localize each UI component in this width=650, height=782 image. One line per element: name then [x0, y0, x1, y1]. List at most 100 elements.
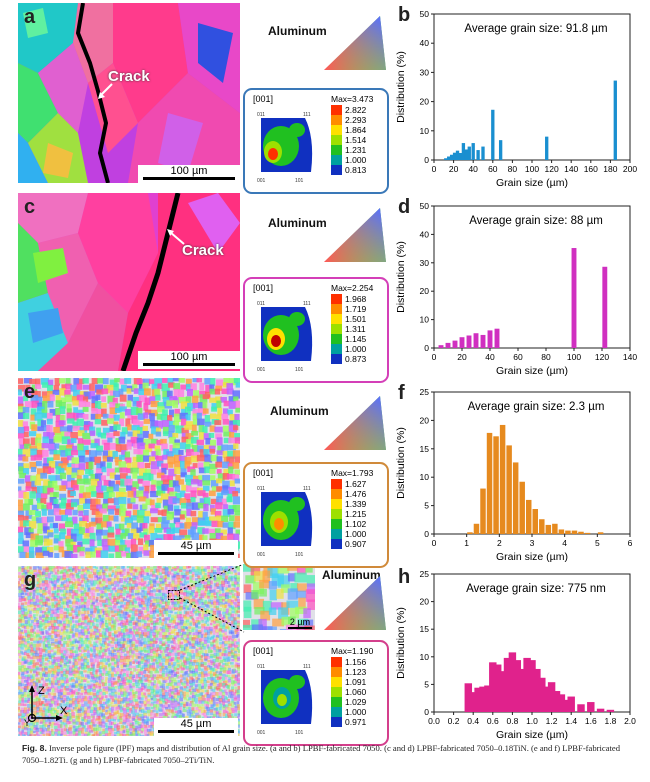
legend-level-value: 2.822 [345, 105, 367, 115]
bar [602, 266, 608, 348]
bar [499, 424, 506, 534]
legend-level-value: 1.145 [345, 334, 367, 344]
grain-size-chart-b: 0 20 40 60 80 100 120 140 160 180 200 0 10 20 30 40 50 Gr… [395, 9, 637, 189]
x-tick-label: 40 [468, 164, 478, 174]
bar [476, 150, 480, 160]
x-tick-label: 20 [449, 164, 459, 174]
x-tick-label: 2.0 [624, 716, 636, 726]
bar [447, 156, 451, 160]
average-grain-size-annotation: Average grain size: 91.8 µm [464, 23, 607, 35]
bar [558, 529, 565, 534]
legend-level-value: 1.000 [345, 529, 367, 539]
bar [479, 686, 487, 712]
x-tick-label: 180 [603, 164, 617, 174]
scale-bar-e: 45 µm [154, 540, 238, 558]
pole-figure-title: [001] [253, 94, 274, 104]
panel-label-d: d [398, 196, 411, 218]
y-tick-label: 0 [424, 707, 429, 717]
x-tick-label: 0.8 [506, 716, 518, 726]
bar [552, 523, 558, 534]
bar [571, 530, 578, 534]
legend-level-value: 1.156 [345, 657, 367, 667]
bar [489, 662, 497, 712]
bar [508, 652, 517, 712]
bar [538, 677, 546, 712]
crack-label-a: Crack [108, 68, 150, 85]
ipf-map-a [18, 3, 240, 183]
pf-corner-label: 001 [257, 367, 266, 373]
pf-corner-label: 101 [295, 730, 304, 736]
legend-level-value: 1.501 [345, 314, 367, 324]
bar [506, 445, 512, 534]
legend-level-value: 1.627 [345, 479, 367, 489]
bar [547, 682, 556, 712]
x-tick-label: 0.0 [428, 716, 440, 726]
x-tick-label: 6 [628, 538, 633, 548]
bar [493, 664, 502, 712]
pole-figure-e: [001] Max=1.793 1.627 1.476 1.339 1.215 1.102 1… [243, 462, 389, 568]
x-tick-label: 1.2 [546, 716, 558, 726]
legend-level-value: 1.091 [345, 677, 367, 687]
y-tick-label: 10 [420, 126, 430, 136]
x-axis-label: Grain size (µm) [496, 551, 568, 563]
x-tick-label: 160 [584, 164, 598, 174]
y-tick-label: 0 [424, 529, 429, 539]
legend-level-value: 1.231 [345, 145, 367, 155]
pf-corner-label: 101 [295, 552, 304, 558]
pf-corner-label: 111 [303, 486, 311, 492]
bar [498, 140, 503, 160]
bar [438, 345, 444, 348]
bar [542, 686, 551, 712]
bar [578, 531, 584, 534]
legend-level-value: 1.029 [345, 697, 367, 707]
bar [587, 702, 595, 712]
pf-corner-label: 001 [257, 178, 266, 184]
y-tick-label: 50 [420, 201, 430, 211]
average-grain-size-annotation: Average grain size: 775 nm [466, 583, 606, 595]
legend-level-value: 0.873 [345, 354, 367, 364]
pf-corner-label: 001 [257, 730, 266, 736]
y-tick-label: 30 [420, 67, 430, 77]
ipf-inset-zoom [243, 564, 315, 630]
x-tick-label: 80 [508, 164, 518, 174]
legend-level-value: 1.864 [345, 125, 367, 135]
figure-caption: Fig. 8. Inverse pole figure (IPF) maps a… [22, 742, 632, 766]
bar [467, 146, 471, 160]
bar [613, 80, 617, 160]
y-tick-label: 5 [424, 679, 429, 689]
pole-figure-max: Max=1.793 [331, 468, 374, 478]
pole-figure-legend: 1.627 1.476 1.339 1.215 1.102 1.000 0.907 [331, 479, 366, 549]
bar [471, 143, 475, 160]
pole-figure-legend: 1.968 1.719 1.501 1.311 1.145 1.000 0.873 [331, 294, 366, 364]
axis-y-label: Y [24, 718, 30, 726]
x-tick-label: 100 [525, 164, 539, 174]
bar [513, 660, 522, 712]
bar [525, 499, 532, 534]
bar [562, 699, 571, 712]
bar [523, 657, 531, 712]
pole-figure-title: [001] [253, 468, 274, 478]
bar [467, 532, 473, 534]
caption-text: Inverse pole figure (IPF) maps and distr… [22, 743, 621, 765]
bar [528, 660, 536, 712]
pole-figure-title: [001] [253, 646, 274, 656]
ipf-color-key-c [324, 208, 386, 262]
y-tick-label: 15 [420, 624, 430, 634]
bar [596, 708, 605, 712]
pole-figure-plot: 011 111 001 101 [257, 301, 313, 373]
y-tick-label: 50 [420, 9, 430, 19]
bar [459, 337, 465, 348]
legend-level-value: 1.968 [345, 294, 367, 304]
bar [455, 150, 460, 160]
x-tick-label: 120 [545, 164, 559, 174]
y-axis-label: Distribution (%) [395, 427, 407, 499]
y-tick-label: 15 [420, 444, 430, 454]
bar [512, 462, 519, 534]
bar [487, 330, 493, 348]
bar [577, 704, 585, 712]
scale-bar-g: 45 µm [154, 718, 238, 736]
legend-level-value: 1.123 [345, 667, 367, 677]
pf-corner-label: 001 [257, 552, 266, 558]
pf-corner-label: 111 [303, 664, 311, 670]
material-label-a: Aluminum [268, 24, 327, 38]
